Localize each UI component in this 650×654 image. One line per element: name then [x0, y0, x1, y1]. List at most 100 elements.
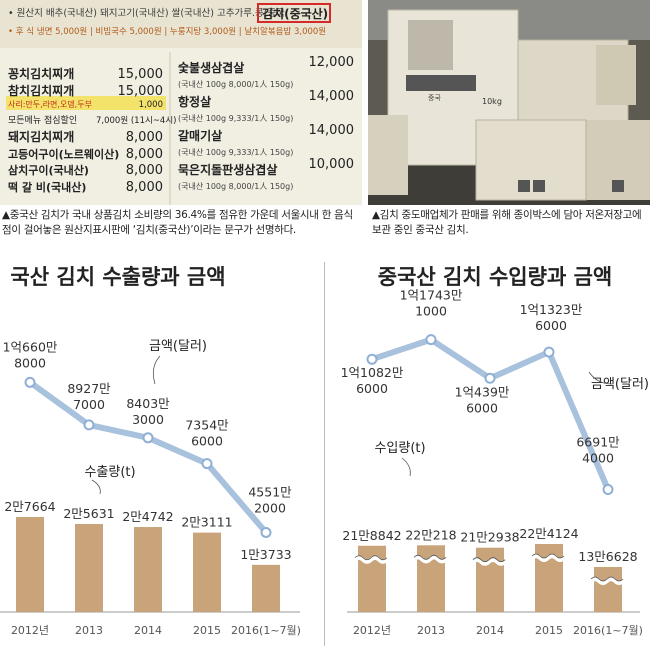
axis-break-mark [353, 555, 389, 564]
kimchi-boxes-image: 중국 10kg [368, 0, 650, 205]
blurred-logo [408, 20, 453, 70]
menu-item-price: 14,000 [309, 89, 355, 104]
menu-item-detail: (국내산 100g 9,333/1人 150g) [178, 147, 293, 157]
menu-item-name: 떡 갈 비(국내산) [8, 180, 86, 194]
axis-break-line [531, 553, 565, 559]
menu-item-detail: (국내산 100g 8,000/1人 150g) [178, 181, 293, 191]
bar-value-label: 1만3733 [240, 547, 291, 562]
box-origin: 중국 [428, 94, 441, 102]
line-point [484, 372, 496, 384]
menu-item-price: 8,000 [126, 180, 163, 195]
menu-item-name: 돼지김치찌개 [8, 129, 74, 144]
handling-icon [533, 180, 545, 192]
cold-storage-photo: 중국 10kg [368, 0, 650, 205]
handling-icon [518, 180, 530, 192]
import-chart-svg: 중국산 김치 수입량과 금액 21만8842 2012년 22만218 2013 21만2… [341, 265, 649, 637]
category-label: 2013 [75, 624, 103, 637]
category-label: 2015 [535, 624, 563, 637]
line-value-label: 7354만 [185, 418, 229, 433]
menu-item-name: 묵은지돌판생삼겹살 [178, 162, 277, 177]
axis-break-mark [471, 557, 507, 566]
bar-value-label: 22만218 [405, 527, 456, 542]
menu-item-price: 1,000 [139, 100, 163, 110]
menu-item-price: 15,000 [118, 84, 164, 99]
bar [75, 523, 103, 612]
line-point [83, 419, 95, 431]
line-value-label: 2000 [254, 500, 286, 515]
line-value-label: 6000 [356, 381, 388, 396]
line-value-label: 8000 [14, 355, 46, 370]
bar-value-label: 13만6628 [578, 549, 637, 564]
menu-item-price: 15,000 [118, 67, 164, 82]
line-point [260, 526, 272, 538]
menu-item-name: 갈매기살 [178, 128, 222, 143]
origin-sign-image: • 원산지 배추(국내산) 돼지고기(국내산) 쌀(국내산) 고추가루.콩(중국… [0, 0, 362, 205]
bar [358, 545, 386, 612]
line-value-label: 6000 [535, 318, 567, 333]
bar-value-label: 21만2938 [460, 530, 519, 545]
menu-left-list: 꽁치김치찌개 15,000 참치김치찌개 15,000 사리:만두,라면,오뎅,두부 1,… [8, 66, 176, 195]
line-value-label: 4551만 [248, 484, 292, 499]
menu-item-name: 꽁치김치찌개 [8, 66, 74, 81]
bar-value-label: 2만7664 [4, 499, 55, 514]
bar-value-label: 22만4124 [519, 526, 578, 541]
bar [134, 527, 162, 612]
line-point [201, 458, 213, 470]
side-menu-highlight [6, 96, 166, 110]
photo-caption-right: ▲김치 중도매업체가 판매를 위해 종이박스에 담아 저온저장고에 보관 중인 … [372, 209, 642, 236]
bar-value-label: 2만5631 [63, 506, 114, 521]
bar-value-label: 2만4742 [122, 509, 173, 524]
category-label: 2012년 [353, 624, 391, 637]
chart-title: 중국산 김치 수입량과 금액 [378, 265, 612, 289]
bar [594, 567, 622, 612]
line-point [142, 432, 154, 444]
line-value-label: 6000 [466, 400, 498, 415]
import-chart: 중국산 김치 수입량과 금액 21만8842 2012년 22만218 2013 21만2… [327, 252, 650, 650]
bar-series-name: 수입량(t) [374, 441, 425, 456]
line-point [366, 353, 378, 365]
box-weight: 10kg [482, 97, 502, 106]
bar [16, 517, 44, 612]
line-point [24, 376, 36, 388]
category-label: 2015 [193, 624, 221, 637]
menu-item-name: 모든메뉴 점심할인 [8, 114, 77, 126]
line-series-name: 금액(달러) [591, 377, 649, 392]
bar-series-pointer [401, 457, 411, 477]
menu-item-name: 사리:만두,라면,오뎅,두부 [8, 99, 92, 109]
line-value-label: 1억1743만 [400, 288, 463, 303]
menu-item-price: 10,000 [309, 157, 355, 172]
menu-item-price: 8,000 [126, 163, 163, 178]
line-value-label: 8403만 [126, 396, 170, 411]
line-point [425, 334, 437, 346]
line-series-name: 금액(달러) [149, 339, 207, 354]
axis-break-line [354, 555, 388, 561]
photo-caption-left: ▲중국산 김치가 국내 상품김치 소비량의 36.4%를 점유한 가운데 서울시… [2, 209, 353, 236]
line-value-label: 8927만 [67, 381, 111, 396]
axis-break-mark [589, 577, 625, 585]
line-value-label: 1000 [415, 304, 447, 319]
line-value-label: 1억1082만 [341, 365, 404, 380]
axis-break-line [472, 557, 506, 563]
line-point [602, 483, 614, 495]
menu-item-price: 14,000 [309, 123, 355, 138]
menu-item-price: 8,000 [126, 130, 163, 145]
restaurant-origin-sign-photo: • 원산지 배추(국내산) 돼지고기(국내산) 쌀(국내산) 고추가루.콩(중국… [0, 0, 362, 205]
highlight-text: 김치(중국산) [262, 6, 328, 21]
menu-item-name: 참치김치찌개 [8, 83, 74, 98]
menu-item-detail: (국내산 100g 8,000/1人 150g) [178, 79, 293, 89]
category-label: 2014 [134, 624, 162, 637]
bar-series-name: 수출량(t) [84, 465, 135, 480]
origin-line: • 원산지 배추(국내산) 돼지고기(국내산) 쌀(국내산) 고추가루.콩(중국 [8, 8, 285, 19]
highlight-box [257, 3, 331, 23]
menu-item-price: 8,000 [126, 147, 163, 162]
line-value-label: 1억660만 [3, 339, 58, 354]
handling-icon [612, 180, 624, 192]
side-panel [596, 45, 636, 105]
category-label: 2012년 [11, 624, 49, 637]
chart-divider [324, 262, 325, 646]
bar [252, 564, 280, 612]
line-series-pointer [152, 355, 161, 385]
axis-break-line [590, 576, 624, 582]
brand-label [406, 75, 476, 91]
export-chart: 국산 김치 수출량과 금액 2만7664 2012년 2만5631 2013 2만4742… [0, 252, 323, 650]
